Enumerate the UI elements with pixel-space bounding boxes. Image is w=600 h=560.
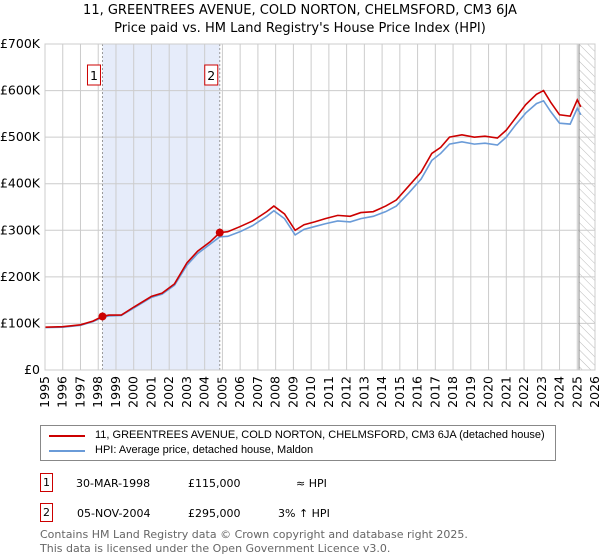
sale-marker-badge: 2 [40,503,53,522]
x-tick-label: 2005 [214,376,229,408]
sale-hpi-compare: ≈ HPI [296,477,327,490]
x-tick-label: 2023 [534,376,549,408]
x-tick-label: 2018 [445,376,460,408]
x-tick-label: 2020 [481,376,496,408]
x-tick-label: 2024 [552,376,567,408]
x-tick-label: 2022 [516,376,531,408]
x-tick-label: 2003 [179,376,194,408]
sale-date: 30-MAR-1998 [76,477,151,490]
y-tick-label: £700K [0,36,41,51]
legend-item-property: 11, GREENTREES AVENUE, COLD NORTON, CHEL… [49,428,545,443]
y-tick-label: £500K [0,129,41,144]
property-price-line [44,89,582,328]
x-tick-label: 2017 [427,376,442,408]
footer-copyright: Contains HM Land Registry data © Crown c… [40,528,468,541]
price-chart: £0 £100K £200K £300K £400K £500K £600K £700K 199… [0,36,600,408]
chart-subtitle: Price paid vs. HM Land Registry's House … [114,21,486,36]
x-tick-label: 2008 [268,376,283,408]
hpi-line [44,99,582,329]
sale-marker-box [86,64,101,86]
y-tick-label: £300K [0,222,41,237]
y-tick-label: £0 [24,362,40,377]
sale-marker-badge: 1 [40,473,53,492]
sale-hpi-compare: 3% ↑ HPI [278,507,330,520]
x-tick-label: 2010 [303,376,318,408]
sale-point [215,228,224,237]
future-hatch-region [579,44,595,370]
legend-label: HPI: Average price, detached house, Mald… [95,444,314,456]
x-tick-label: 2021 [498,376,513,408]
legend-item-hpi: HPI: Average price, detached house, Mald… [49,443,545,458]
x-tick-label: 2026 [587,376,600,408]
x-tick-label: 2015 [392,376,407,408]
y-tick-label: £400K [0,176,41,191]
footer-licence: This data is licensed under the Open Gov… [40,542,391,555]
sale-row-2: 2 05-NOV-2004 £295,000 3% ↑ HPI [40,503,440,522]
x-tick-label: 2012 [339,376,354,408]
x-tick-label: 2011 [321,376,336,408]
plot-frame [44,43,596,371]
y-tick-label: £200K [0,269,41,284]
x-tick-label: 1997 [72,376,87,408]
sale-row-1: 1 30-MAR-1998 £115,000 ≈ HPI [40,473,440,492]
sale-marker-label: 2 [207,68,215,83]
x-tick-label: 1998 [90,376,105,408]
legend-label: 11, GREENTREES AVENUE, COLD NORTON, CHEL… [95,429,545,441]
footer: Contains HM Land Registry data © Crown c… [40,528,468,556]
x-tick-label: 2004 [197,376,212,408]
x-tick-label: 2025 [569,376,584,408]
x-tick-label: 2007 [250,376,265,408]
red-line-swatch [49,434,85,437]
sale-point [98,312,107,321]
x-tick-label: 1999 [108,376,123,408]
x-tick-label: 2002 [161,376,176,408]
x-tick-label: 2001 [143,376,158,408]
legend: 11, GREENTREES AVENUE, COLD NORTON, CHEL… [40,425,556,461]
x-tick-label: 1995 [37,376,52,408]
x-tick-label: 2013 [356,376,371,408]
x-tick-label: 2000 [126,376,141,408]
sale-date: 05-NOV-2004 [77,507,151,520]
x-tick-label: 2006 [232,376,247,408]
x-tick-label: 2009 [285,376,300,408]
sale-price: £115,000 [188,477,241,490]
sale-marker-label: 1 [90,68,98,83]
y-tick-label: £100K [0,315,41,330]
x-tick-label: 2019 [463,376,478,408]
y-tick-label: £600K [0,83,41,98]
x-tick-label: 2016 [410,376,425,408]
chart-title: 11, GREENTREES AVENUE, COLD NORTON, CHEL… [83,3,517,18]
x-tick-label: 1996 [55,376,70,408]
sale-price: £295,000 [188,507,241,520]
sale-marker-box [204,64,219,86]
blue-line-swatch [49,449,85,452]
x-tick-label: 2014 [374,376,389,408]
sale-period-shading [102,44,220,370]
